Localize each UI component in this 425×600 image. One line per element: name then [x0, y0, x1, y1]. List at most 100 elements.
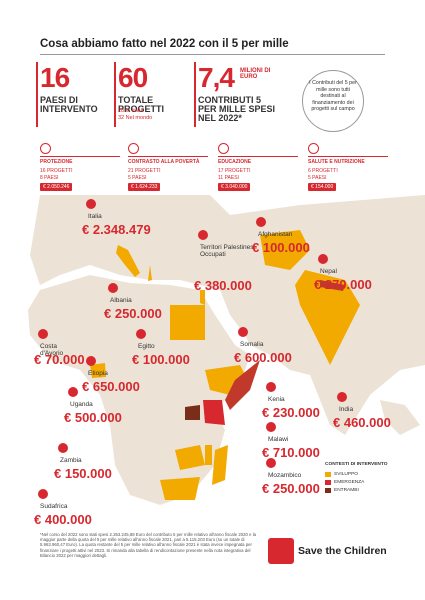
category-projects: 16 PROGETTI: [40, 168, 73, 174]
category-amount: € 2.050.246: [40, 183, 73, 191]
country-name: Italia: [88, 213, 102, 220]
country-amount: € 500.000: [64, 410, 122, 425]
country-amount: € 460.000: [333, 415, 391, 430]
albania-area: [148, 265, 152, 281]
country-amount: € 650.000: [82, 379, 140, 394]
stat-bar: [194, 62, 196, 127]
category-projects: 6 PROGETTI: [308, 168, 338, 174]
country-name: Albania: [110, 297, 132, 304]
country-name: Somalia: [240, 341, 264, 348]
category-icon: [308, 143, 319, 154]
title: Cosa abbiamo fatto nel 2022 con il 5 per…: [40, 38, 289, 50]
country-pin: [266, 382, 276, 392]
country-amount: € 400.000: [34, 512, 92, 527]
uganda-area: [185, 405, 200, 420]
stat-bar: [36, 62, 38, 127]
afghanistan-area: [260, 230, 310, 270]
country-amount: € 70.000: [34, 352, 85, 367]
category-icon: [218, 143, 229, 154]
category-projects: 21 PROGETTI: [128, 168, 161, 174]
stat-label: CONTRIBUTI 5 PER MILLE SPESI NEL 2022*: [198, 95, 276, 123]
category-amount: € 154.000: [308, 183, 337, 191]
category-rule: [218, 156, 298, 157]
category-rule: [128, 156, 208, 157]
country-pin: [198, 230, 208, 240]
stat-detail: 28 In Italia: [118, 108, 144, 114]
legend-title: CONTESTI DI INTERVENTO: [325, 462, 388, 467]
category-name: EDUCAZIONE: [218, 159, 252, 165]
country-name: Zambia: [60, 457, 82, 464]
country-name: Etiopia: [88, 370, 108, 377]
country-amount: € 380.000: [194, 278, 252, 293]
country-name: Mozambico: [268, 472, 302, 479]
palestina-area: [200, 290, 205, 305]
country-name: India: [339, 406, 354, 413]
country-pin: [38, 329, 48, 339]
country-pin: [136, 329, 146, 339]
category-name: CONTRASTO ALLA POVERTÀ: [128, 159, 200, 165]
country-name: Territori Palestinesi Occupati: [200, 244, 255, 258]
category-icon: [128, 143, 139, 154]
country-amount: € 150.000: [54, 466, 112, 481]
country-pin: [266, 422, 276, 432]
italia-area: [116, 245, 140, 277]
legend-label: SVILUPPO: [334, 472, 358, 477]
country-amount: € 250.000: [262, 481, 320, 496]
stat-value: 16: [40, 62, 70, 93]
stat-label: PAESI DI INTERVENTO: [40, 95, 98, 114]
stat-detail: 32 Nel mondo: [118, 115, 153, 121]
logo-mark: [268, 538, 294, 564]
category-amount: € 1.624.233: [128, 183, 161, 191]
stat-label: TOTALE PROGETTI: [118, 95, 165, 114]
zambia-area: [175, 445, 205, 470]
note-bubble: [302, 70, 364, 132]
category-name: PROTEZIONE: [40, 159, 73, 165]
country-amount: € 100.000: [132, 352, 190, 367]
country-name: Costa d'Avorio: [40, 343, 64, 357]
country-name: Nepal: [320, 268, 337, 275]
legend-swatch: [325, 480, 331, 485]
stat-value: 7,4: [198, 62, 235, 93]
category-countries: 5 PAESI: [308, 175, 327, 181]
title-rule: [40, 54, 385, 55]
country-name: Malawi: [268, 436, 289, 443]
category-countries: 11 PAESI: [218, 175, 239, 181]
category-projects: 17 PROGETTI: [218, 168, 251, 174]
country-pin: [58, 443, 68, 453]
footnote: *Nel corso del 2022 sono stati spesi 2.3…: [40, 532, 257, 558]
costa-avorio-area: [90, 363, 106, 378]
stat-value: 60: [118, 62, 148, 93]
category-rule: [308, 156, 388, 157]
country-pin: [238, 327, 248, 337]
mozambico-area: [212, 445, 228, 485]
country-amount: € 600.000: [234, 350, 292, 365]
category-countries: 8 PAESI: [40, 175, 59, 181]
country-name: Afghanistan: [258, 231, 293, 238]
egitto-area: [170, 305, 205, 340]
country-name: Uganda: [70, 401, 93, 408]
country-amount: € 2.348.479: [82, 222, 151, 237]
category-countries: 5 PAESI: [128, 175, 147, 181]
country-pin: [318, 254, 328, 264]
country-pin: [266, 458, 276, 468]
country-pin: [38, 489, 48, 499]
stat-bar: [114, 62, 116, 127]
category-amount: € 3.040.000: [218, 183, 251, 191]
country-amount: € 250.000: [104, 306, 162, 321]
country-amount: € 710.000: [262, 445, 320, 460]
country-amount: € 100.000: [252, 240, 310, 255]
category-icon: [40, 143, 51, 154]
country-pin: [86, 199, 96, 209]
malawi-area: [205, 445, 212, 465]
nepal-area: [320, 280, 345, 291]
country-name: Kenia: [268, 396, 285, 403]
sudafrica-area: [160, 477, 200, 500]
category-rule: [40, 156, 120, 157]
stat-unit: MILIONI DI EURO: [240, 68, 271, 80]
country-amount: € 270.000: [314, 277, 372, 292]
legend-label: ENTRAMBI: [334, 488, 359, 493]
country-pin: [108, 283, 118, 293]
highlighted-countries: [90, 230, 360, 500]
note-text: I Contributi del 5 per mille sono tutti …: [309, 80, 357, 112]
